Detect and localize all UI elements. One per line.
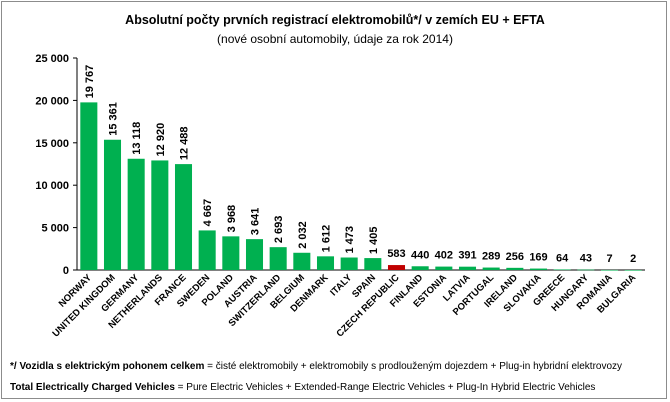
data-label: 3 641	[250, 208, 262, 236]
bar	[411, 266, 429, 270]
bar	[293, 252, 311, 270]
bar	[577, 269, 595, 271]
bar	[269, 247, 287, 270]
bar	[600, 269, 619, 271]
data-label: 1 473	[344, 226, 356, 254]
chart-title: Absolutní počty prvních registrací elekt…	[125, 13, 545, 27]
data-label: 13 118	[131, 122, 143, 155]
data-label: 169	[529, 252, 547, 264]
footnote-czech-bold: */ Vozidla s elektrickým pohonem celkem	[10, 361, 205, 372]
bar	[316, 256, 335, 270]
y-tick-label: 10 000	[35, 180, 69, 192]
bar	[529, 268, 548, 270]
bar	[245, 239, 264, 270]
data-label: 440	[411, 249, 429, 261]
bar	[364, 258, 382, 270]
data-label: 2 693	[273, 216, 285, 244]
data-label: 2	[630, 253, 636, 265]
footnote-czech: */ Vozidla s elektrickým pohonem celkem …	[10, 361, 622, 372]
data-label: 391	[458, 250, 476, 262]
footnote-czech-rest: = čisté elektromobily + elektromobily s …	[204, 361, 623, 372]
data-label: 7	[606, 253, 612, 265]
data-label: 15 361	[108, 102, 120, 136]
bar	[387, 265, 406, 270]
bar	[506, 267, 524, 270]
x-tick-label: ITALY	[328, 272, 355, 299]
data-label: 583	[387, 248, 405, 260]
data-label: 2 032	[297, 221, 309, 249]
data-label: 12 488	[179, 126, 191, 160]
data-label: 1 612	[321, 225, 333, 253]
y-tick-label: 15 000	[35, 138, 69, 150]
footnote-english: Total Electrically Charged Vehicles = Pu…	[10, 382, 595, 393]
bar	[482, 267, 500, 270]
footnote-english-rest: = Pure Electric Vehicles + Extended-Rang…	[174, 382, 596, 393]
data-label: 12 920	[155, 123, 167, 157]
data-label: 4 667	[202, 199, 214, 227]
bar	[151, 160, 169, 270]
y-tick-label: 20 000	[35, 95, 69, 107]
y-tick-label: 5 000	[41, 223, 69, 235]
bar	[103, 139, 122, 270]
y-tick-label: 25 000	[35, 53, 69, 65]
chart-subtitle: (nové osobní automobily, údaje za rok 20…	[217, 32, 453, 46]
bar	[222, 236, 240, 270]
bar	[624, 269, 642, 271]
data-label: 1 405	[368, 227, 380, 255]
footnote-english-bold: Total Electrically Charged Vehicles	[10, 382, 175, 393]
bar	[174, 164, 193, 270]
bar	[553, 269, 571, 271]
y-tick-label: 0	[63, 265, 69, 277]
bar	[80, 102, 98, 270]
bar	[435, 266, 453, 270]
data-label: 3 968	[226, 205, 238, 233]
bar	[127, 158, 145, 270]
bar	[458, 266, 477, 270]
bar	[198, 230, 216, 270]
data-label: 289	[482, 251, 500, 263]
data-label: 256	[506, 251, 524, 263]
data-label: 64	[556, 252, 569, 264]
bar	[340, 257, 358, 270]
data-label: 19 767	[84, 65, 96, 99]
data-label: 402	[435, 250, 453, 262]
data-label: 43	[580, 253, 592, 265]
